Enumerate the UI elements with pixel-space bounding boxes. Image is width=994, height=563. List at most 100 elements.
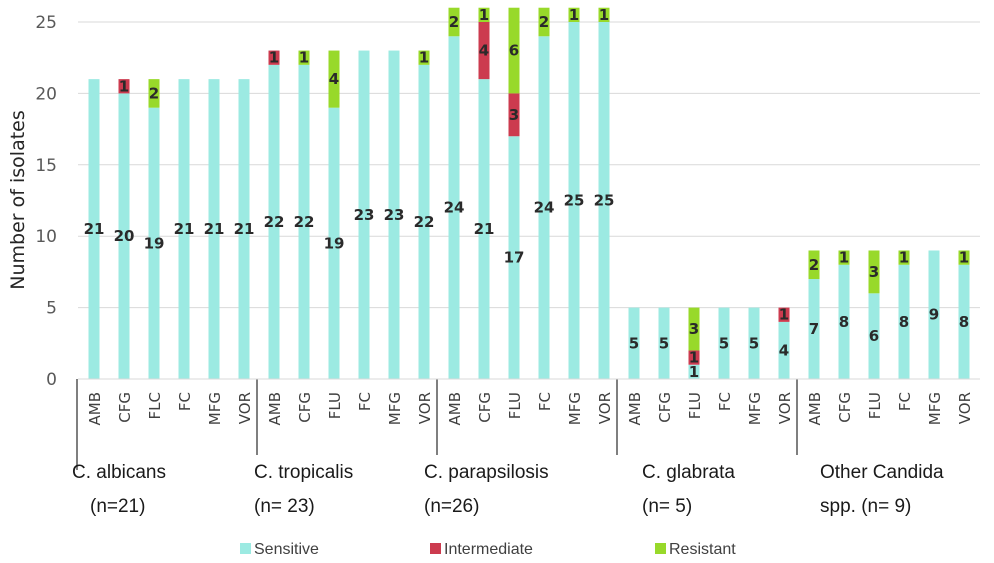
- category-label: FC: [356, 392, 374, 411]
- data-label: 6: [869, 327, 879, 345]
- bar-segment-sensitive: [928, 250, 940, 379]
- bar-segment-sensitive: [118, 93, 130, 380]
- category-label: AMB: [86, 392, 104, 426]
- data-label: 1: [899, 249, 909, 267]
- bar-segment-sensitive: [328, 107, 340, 380]
- data-label: 7: [809, 320, 819, 338]
- data-label: 1: [689, 363, 699, 381]
- bar-segment-resistant: [538, 7, 550, 37]
- data-label: 22: [414, 213, 435, 231]
- category-label: FLC: [146, 392, 164, 419]
- legend-label-resistant: Resistant: [669, 541, 736, 558]
- bar-segment-resistant: [418, 50, 430, 65]
- category-label: VOR: [236, 392, 254, 424]
- data-label: 1: [269, 49, 279, 67]
- bar-segment-sensitive: [628, 307, 640, 379]
- data-label: 2: [809, 256, 819, 274]
- category-label: FLU: [506, 392, 524, 419]
- data-label: 21: [474, 220, 495, 238]
- data-label: 2: [149, 84, 159, 102]
- data-label: 24: [534, 199, 555, 217]
- bar-segment-sensitive: [298, 64, 310, 379]
- y-tick-label: 10: [35, 227, 57, 247]
- bar-segment-sensitive: [598, 22, 610, 379]
- category-label: CFG: [116, 392, 134, 423]
- data-label: 3: [869, 263, 879, 281]
- legend-swatch-resistant: [655, 543, 666, 554]
- y-axis-label: Number of isolates: [7, 110, 29, 289]
- bar-segment-resistant: [598, 7, 610, 23]
- data-label: 6: [509, 42, 519, 60]
- data-label: 4: [479, 42, 489, 60]
- category-label: AMB: [806, 392, 824, 426]
- bar-segment-resistant: [568, 7, 580, 23]
- bar-segment-resistant: [688, 307, 700, 351]
- y-tick-label: 20: [35, 84, 57, 104]
- y-tick-label: 25: [35, 13, 57, 33]
- data-label: 25: [594, 192, 615, 210]
- bar-segment-resistant: [838, 250, 850, 265]
- legend: Sensitive Intermediate Resistant: [240, 541, 736, 558]
- group-label-count: (n= 23): [254, 496, 315, 517]
- bar-segment-intermediate: [508, 93, 520, 137]
- group-label-count: spp. (n= 9): [820, 496, 911, 517]
- bar-segment-resistant: [808, 250, 820, 280]
- category-label: AMB: [446, 392, 464, 426]
- category-label: VOR: [596, 392, 614, 424]
- bar-segment-sensitive: [238, 79, 250, 380]
- bar-segment-sensitive: [688, 364, 700, 379]
- data-label: 23: [354, 206, 375, 224]
- data-label: 1: [779, 306, 789, 324]
- data-label: 1: [419, 49, 429, 67]
- bar-segment-sensitive: [538, 36, 550, 379]
- data-label: 21: [84, 220, 105, 238]
- category-label: CFG: [296, 392, 314, 423]
- bar-segment-sensitive: [898, 264, 910, 379]
- category-label: FLU: [686, 392, 704, 419]
- data-label: 1: [599, 6, 609, 24]
- category-label: MFG: [926, 392, 944, 425]
- category-label: FC: [176, 392, 194, 411]
- category-label: AMB: [626, 392, 644, 426]
- bar-segment-sensitive: [358, 50, 370, 380]
- category-label: VOR: [956, 392, 974, 424]
- data-label: 1: [299, 49, 309, 67]
- bar-segment-intermediate: [688, 350, 700, 365]
- bar-segment-sensitive: [838, 264, 850, 379]
- y-tick-label: 0: [46, 370, 57, 390]
- data-label: 22: [264, 213, 285, 231]
- data-label: 21: [204, 220, 225, 238]
- bar-segment-sensitive: [808, 279, 820, 379]
- data-label: 5: [749, 334, 759, 352]
- data-label: 17: [504, 249, 525, 267]
- bar-segment-sensitive: [658, 307, 670, 379]
- category-label: FC: [716, 392, 734, 411]
- category-label: MFG: [566, 392, 584, 425]
- bar-segment-sensitive: [778, 321, 790, 379]
- bar-segment-resistant: [898, 250, 910, 265]
- data-label: 25: [564, 192, 585, 210]
- data-label: 4: [329, 70, 339, 88]
- data-label: 9: [929, 306, 939, 324]
- data-label: 5: [629, 334, 639, 352]
- bar-segment-sensitive: [958, 264, 970, 379]
- bar-segment-intermediate: [778, 307, 790, 322]
- legend-label-intermediate: Intermediate: [444, 541, 533, 558]
- category-label: MFG: [386, 392, 404, 425]
- bar-segment-sensitive: [718, 307, 730, 379]
- bar-segment-resistant: [868, 250, 880, 294]
- data-label: 23: [384, 206, 405, 224]
- bar-segment-sensitive: [868, 293, 880, 379]
- data-label: 3: [509, 106, 519, 124]
- data-label: 2: [539, 13, 549, 31]
- x-axis: [76, 378, 980, 470]
- bar-segment-intermediate: [118, 79, 130, 94]
- group-label-count: (n= 5): [642, 496, 692, 517]
- bar-segment-sensitive: [568, 22, 580, 379]
- data-label: 2: [449, 13, 459, 31]
- y-tick-label: 5: [46, 299, 57, 319]
- bar-segment-sensitive: [478, 79, 490, 380]
- bar-segment-sensitive: [388, 50, 400, 380]
- data-label: 4: [779, 341, 789, 359]
